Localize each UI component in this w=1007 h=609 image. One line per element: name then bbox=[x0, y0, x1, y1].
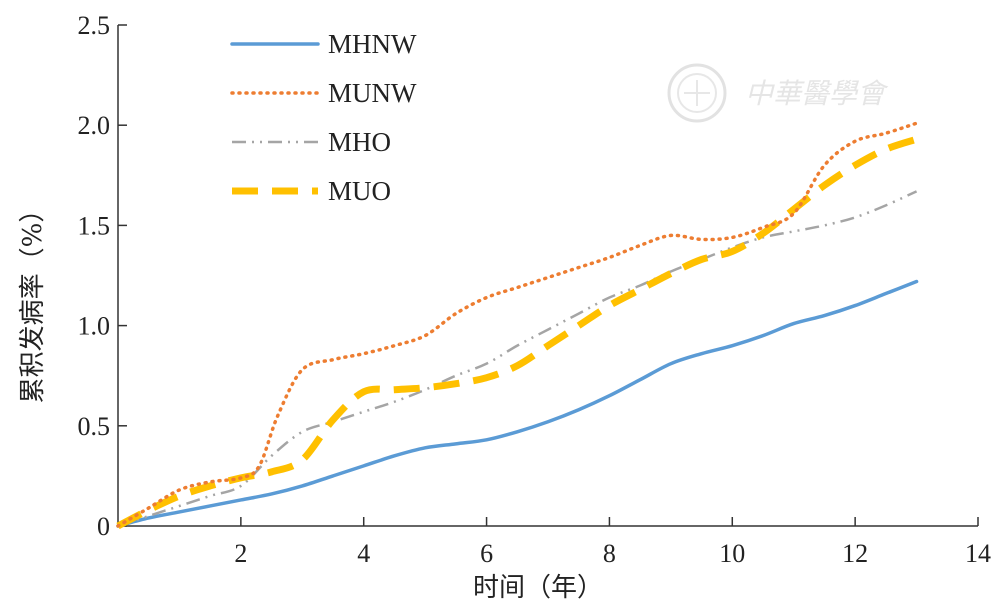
x-tick-label: 12 bbox=[842, 539, 868, 568]
axes: 0 0.5 1.0 1.5 2.0 2.5 2 4 6 8 10 12 14 bbox=[78, 11, 992, 568]
y-tick-label: 0 bbox=[97, 512, 110, 541]
watermark-text: 中華醫學會 bbox=[745, 77, 889, 110]
series-line-munw bbox=[116, 121, 919, 528]
x-tick-label: 6 bbox=[480, 539, 493, 568]
series-line-mho bbox=[117, 190, 918, 528]
legend: MHNW MUNW MHO MUO bbox=[230, 29, 417, 206]
series-line-mhnw bbox=[116, 279, 919, 528]
y-tick-label: 1.0 bbox=[78, 312, 111, 341]
legend-label-mhnw: MHNW bbox=[328, 29, 417, 59]
legend-label-munw: MUNW bbox=[328, 78, 417, 108]
y-tick-label: 1.5 bbox=[78, 211, 111, 240]
x-tick-label: 2 bbox=[234, 539, 247, 568]
x-tick-label: 14 bbox=[965, 539, 991, 568]
x-tick-label: 8 bbox=[603, 539, 616, 568]
legend-label-muo: MUO bbox=[328, 176, 391, 206]
x-axis-title: 时间（年） bbox=[473, 573, 603, 603]
y-tick-label: 0.5 bbox=[78, 412, 111, 441]
y-tick-label: 2.0 bbox=[78, 111, 111, 140]
series-line-muo bbox=[116, 135, 918, 530]
x-tick-label: 10 bbox=[719, 539, 745, 568]
legend-label-mho: MHO bbox=[328, 127, 391, 157]
y-axis-title: 累积发病率（%） bbox=[18, 197, 48, 404]
watermark-logo: 中華醫學會 bbox=[667, 63, 889, 123]
y-tick-label: 2.5 bbox=[78, 11, 111, 40]
series-layer bbox=[116, 121, 919, 530]
x-tick-label: 4 bbox=[357, 539, 370, 568]
